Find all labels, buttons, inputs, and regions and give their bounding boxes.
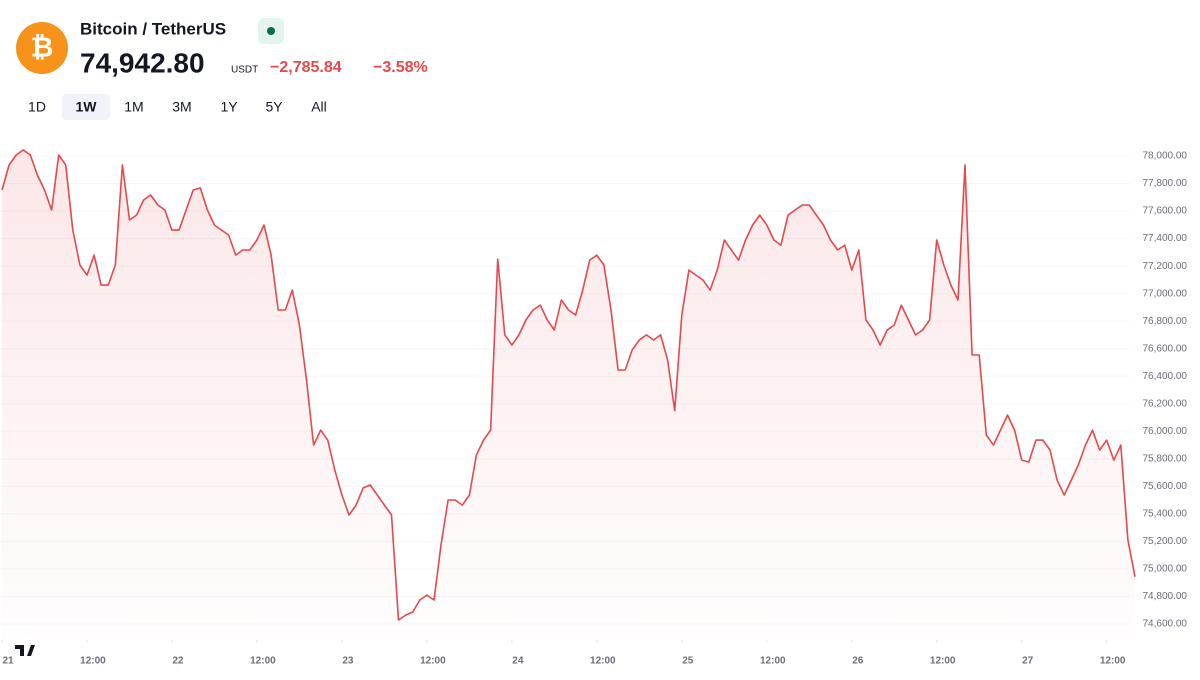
x-tick-label: 25: [682, 656, 694, 667]
change: −2,785.84: [270, 59, 342, 76]
y-tick-label: 75,000.00: [1143, 564, 1188, 575]
x-tick-label: 12:00: [760, 656, 786, 667]
y-tick-label: 76,600.00: [1143, 343, 1188, 354]
tab[interactable]: 1Y: [220, 99, 238, 115]
change-percent: −3.58%: [373, 59, 428, 76]
tab[interactable]: 1M: [124, 99, 143, 115]
tab[interactable]: 1D: [28, 99, 46, 115]
x-tick-label: 26: [852, 656, 864, 667]
y-tick-label: 77,200.00: [1143, 261, 1188, 272]
x-tick-label: 12:00: [80, 656, 106, 667]
x-tick-label: 22: [172, 656, 184, 667]
y-tick-label: 75,600.00: [1143, 481, 1188, 492]
tab[interactable]: All: [311, 99, 327, 115]
coin-glyph: ₿: [31, 31, 54, 62]
y-tick-label: 76,000.00: [1143, 426, 1188, 437]
logo-bg: [11, 637, 39, 665]
logo-mark: [15, 645, 35, 656]
symbol-title: Bitcoin / TetherUS: [80, 19, 226, 38]
coin-icon: [16, 22, 68, 74]
tab-selected-bg: [62, 94, 110, 120]
price: 74,942.80: [80, 47, 205, 78]
tab[interactable]: 3M: [172, 99, 191, 115]
logo: [11, 637, 39, 665]
status-dot: [267, 27, 275, 35]
y-tick-label: 75,400.00: [1143, 509, 1188, 520]
tab[interactable]: 1W: [76, 99, 98, 115]
tab[interactable]: 5Y: [265, 99, 283, 115]
timeframe-tabs: 1D 1W 1M 3M 1Y 5Y All: [28, 94, 327, 120]
x-tick-label: 27: [1022, 656, 1034, 667]
x-tick-label: 12:00: [1100, 656, 1126, 667]
y-tick-label: 78,000.00: [1143, 151, 1188, 162]
y-tick-label: 77,400.00: [1143, 233, 1188, 244]
y-tick-label: 77,600.00: [1143, 206, 1188, 217]
y-tick-label: 75,800.00: [1143, 453, 1188, 464]
x-tick-label: 23: [342, 656, 354, 667]
x-tick-label: 21: [2, 656, 14, 667]
x-tick-label: 12:00: [590, 656, 616, 667]
area: [2, 149, 1135, 640]
x-tick-label: 12:00: [930, 656, 956, 667]
y-tick-label: 74,800.00: [1143, 591, 1188, 602]
y-tick-label: 76,400.00: [1143, 371, 1188, 382]
y-tick-label: 77,800.00: [1143, 178, 1188, 189]
price-line: [1, 149, 1136, 621]
y-tick-label: 76,800.00: [1143, 316, 1188, 327]
y-tick-label: 74,600.00: [1143, 619, 1188, 630]
unit: USDT: [231, 65, 258, 76]
x-tick-label: 12:00: [250, 656, 276, 667]
x-tick-label: 12:00: [420, 656, 446, 667]
plot: 74,600.00 74,800.00 75,000.00 75,200.00 75,4…: [0, 149, 1188, 667]
y-tick-label: 76,200.00: [1143, 398, 1188, 409]
y-tick-label: 75,200.00: [1143, 536, 1188, 547]
x-tick-label: 24: [512, 656, 524, 667]
y-tick-label: 77,000.00: [1143, 288, 1188, 299]
